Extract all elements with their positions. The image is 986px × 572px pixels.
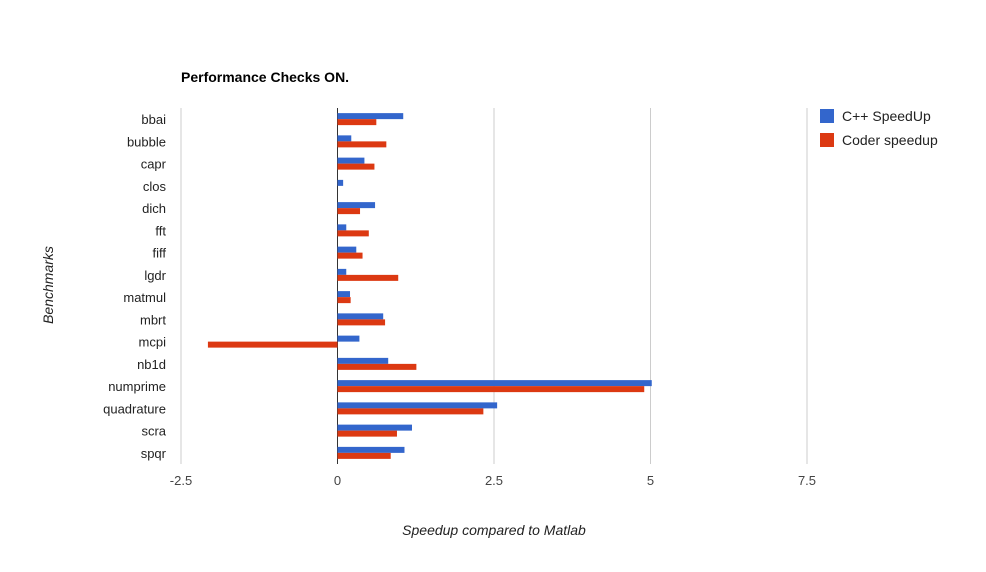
category-label: mbrt (140, 312, 166, 327)
category-label: matmul (123, 290, 166, 305)
bar-cpp-speedup[interactable] (337, 224, 347, 231)
bar-coder-speedup[interactable] (337, 363, 417, 370)
bar-cpp-speedup[interactable] (337, 402, 498, 409)
x-tick-label: 7.5 (798, 473, 816, 488)
category-label: mcpi (139, 335, 167, 350)
x-tick-labels: -2.5 0 2.5 5 7.5 (170, 473, 816, 488)
category-label: bubble (127, 134, 166, 149)
legend: C++ SpeedUp Coder speedup (820, 108, 938, 148)
category-label: fft (155, 223, 166, 238)
bar-coder-speedup[interactable] (337, 430, 397, 437)
bar-coder-speedup[interactable] (337, 163, 375, 170)
category-label: spqr (141, 446, 167, 461)
category-labels: bbai bubble capr clos dich fft fiff lgdr matmul m… (103, 112, 167, 461)
bar-coder-speedup[interactable] (337, 452, 391, 459)
bar-cpp-speedup[interactable] (337, 313, 384, 320)
bar-coder-speedup[interactable] (337, 230, 369, 237)
category-label: lgdr (144, 268, 166, 283)
category-label: clos (143, 179, 167, 194)
bar-coder-speedup[interactable] (337, 141, 387, 148)
category-label: scra (141, 424, 166, 439)
bar-cpp-speedup[interactable] (337, 268, 347, 275)
bar-cpp-speedup[interactable] (337, 157, 365, 164)
category-label: nb1d (137, 357, 166, 372)
legend-swatch (820, 109, 834, 123)
bar-cpp-speedup[interactable] (337, 357, 389, 364)
y-axis-title: Benchmarks (40, 246, 56, 324)
bar-coder-speedup[interactable] (337, 119, 377, 126)
bar-coder-speedup[interactable] (337, 408, 484, 415)
bar-coder-speedup[interactable] (337, 252, 363, 259)
x-tick-label: 0 (334, 473, 341, 488)
bar-coder-speedup[interactable] (337, 386, 645, 393)
category-label: fiff (153, 246, 167, 261)
legend-label: Coder speedup (842, 132, 938, 148)
bar-cpp-speedup[interactable] (337, 202, 376, 209)
chart-title: Performance Checks ON. (181, 69, 349, 85)
bar-coder-speedup[interactable] (337, 319, 386, 326)
bar-coder-speedup[interactable] (337, 274, 399, 281)
legend-label: C++ SpeedUp (842, 108, 931, 124)
bar-cpp-speedup[interactable] (337, 446, 405, 453)
bar-cpp-speedup[interactable] (337, 179, 344, 186)
bar-cpp-speedup[interactable] (337, 424, 412, 431)
bar-coder-speedup[interactable] (207, 341, 338, 348)
bar-cpp-speedup[interactable] (337, 113, 404, 120)
category-label: quadrature (103, 401, 166, 416)
x-tick-label: 2.5 (485, 473, 503, 488)
x-axis-title: Speedup compared to Matlab (402, 522, 586, 538)
category-label: dich (142, 201, 166, 216)
bar-cpp-speedup[interactable] (337, 135, 352, 142)
bar-coder-speedup[interactable] (337, 297, 351, 304)
category-label: numprime (108, 379, 166, 394)
legend-swatch (820, 133, 834, 147)
bar-cpp-speedup[interactable] (337, 246, 357, 253)
bars (207, 113, 652, 459)
bar-coder-speedup[interactable] (337, 208, 361, 215)
category-label: capr (141, 157, 167, 172)
grid (180, 108, 808, 464)
category-label: bbai (141, 112, 166, 127)
x-tick-label: 5 (647, 473, 654, 488)
bar-cpp-speedup[interactable] (337, 335, 360, 342)
bar-cpp-speedup[interactable] (337, 380, 652, 387)
bar-cpp-speedup[interactable] (337, 291, 351, 298)
x-tick-label: -2.5 (170, 473, 192, 488)
